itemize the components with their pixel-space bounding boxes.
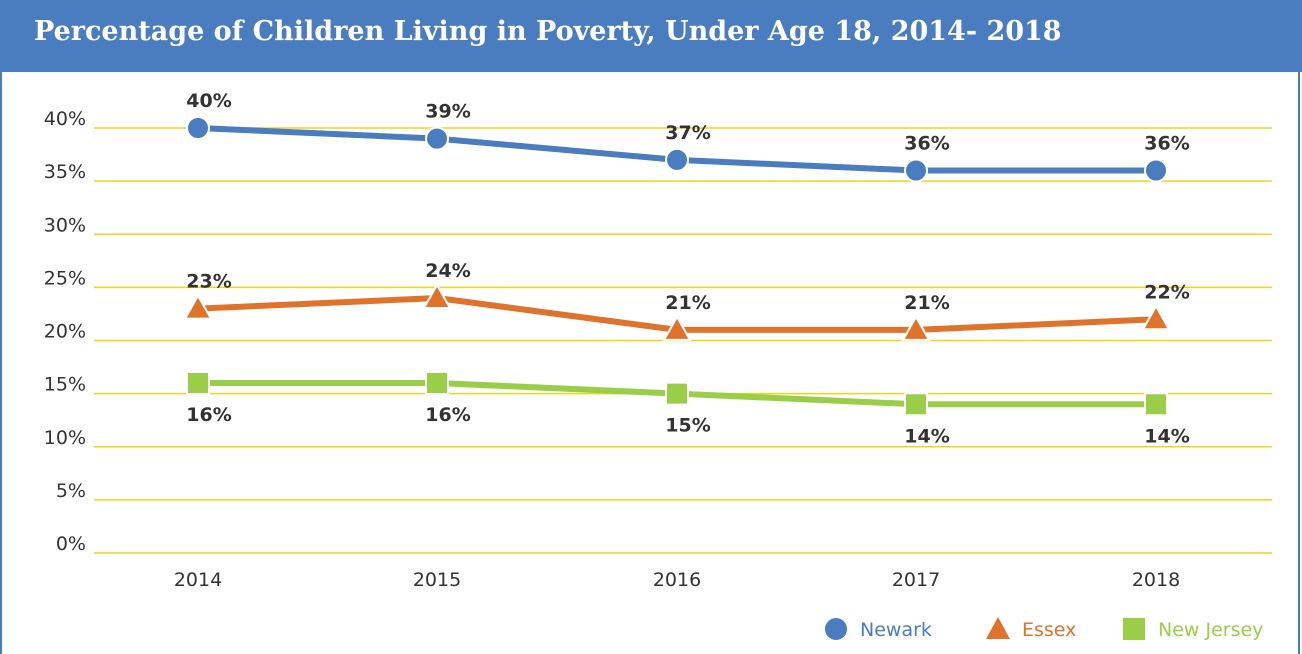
newark-data-label: 36% (1144, 133, 1189, 155)
essex-point (422, 282, 452, 309)
legend-label-newark: Newark (860, 619, 932, 641)
y-tick-label: 10% (44, 427, 86, 449)
essex-data-label: 23% (186, 271, 231, 293)
essex-data-label: 22% (1144, 281, 1189, 303)
newark-data-label: 36% (904, 133, 949, 155)
newark-data-label: 40% (186, 90, 231, 112)
y-tick-label: 15% (44, 374, 86, 396)
y-tick-label: 20% (44, 321, 86, 343)
x-tick-label: 2017 (892, 569, 940, 591)
new-jersey-point (186, 371, 210, 395)
new-jersey-point (425, 371, 449, 395)
legend-marker-new-jersey (1123, 618, 1145, 640)
x-tick-label: 2018 (1132, 569, 1180, 591)
y-tick-label: 0% (56, 533, 86, 555)
y-tick-label: 40% (44, 108, 86, 130)
essex-point (183, 293, 213, 320)
chart-title: Percentage of Children Living in Poverty… (34, 16, 1062, 47)
newark-point (1144, 158, 1168, 183)
line-chart: 0% 5% 10% 15% 20% 25% 30% 35% 40% 2014 2015 2016 201… (44, 90, 1272, 641)
x-tick-label: 2016 (653, 569, 701, 591)
new-jersey-point (1144, 392, 1168, 417)
y-tick-label: 25% (44, 267, 86, 289)
essex-point (901, 314, 931, 341)
legend-label-essex: Essex (1022, 619, 1076, 641)
new-jersey-data-label: 14% (1144, 425, 1189, 447)
new-jersey-point (665, 381, 689, 406)
legend-marker-newark (825, 618, 847, 640)
newark-data-label: 39% (425, 101, 470, 123)
essex-data-label: 21% (665, 292, 710, 314)
newark-point (904, 158, 928, 183)
legend-label-new-jersey: New Jersey (1158, 619, 1263, 641)
legend-marker-essex (986, 617, 1010, 639)
y-tick-label: 30% (44, 214, 86, 236)
essex-point (662, 314, 692, 341)
essex-point (1141, 304, 1171, 331)
essex-data-label: 21% (904, 292, 949, 314)
newark-point (425, 126, 449, 151)
x-tick-label: 2015 (413, 569, 461, 591)
new-jersey-data-label: 14% (904, 425, 949, 447)
y-tick-label: 35% (44, 161, 86, 183)
chart-header: Percentage of Children Living in Poverty… (0, 0, 1302, 72)
newark-point (186, 116, 210, 140)
essex-data-label: 24% (425, 260, 470, 282)
new-jersey-point (904, 392, 928, 417)
newark-point (665, 147, 689, 172)
y-tick-label: 5% (56, 480, 86, 502)
new-jersey-data-label: 15% (665, 415, 710, 437)
newark-data-label: 37% (665, 122, 710, 144)
x-tick-label: 2014 (174, 569, 222, 591)
new-jersey-data-label: 16% (186, 404, 231, 426)
new-jersey-data-label: 16% (425, 404, 470, 426)
